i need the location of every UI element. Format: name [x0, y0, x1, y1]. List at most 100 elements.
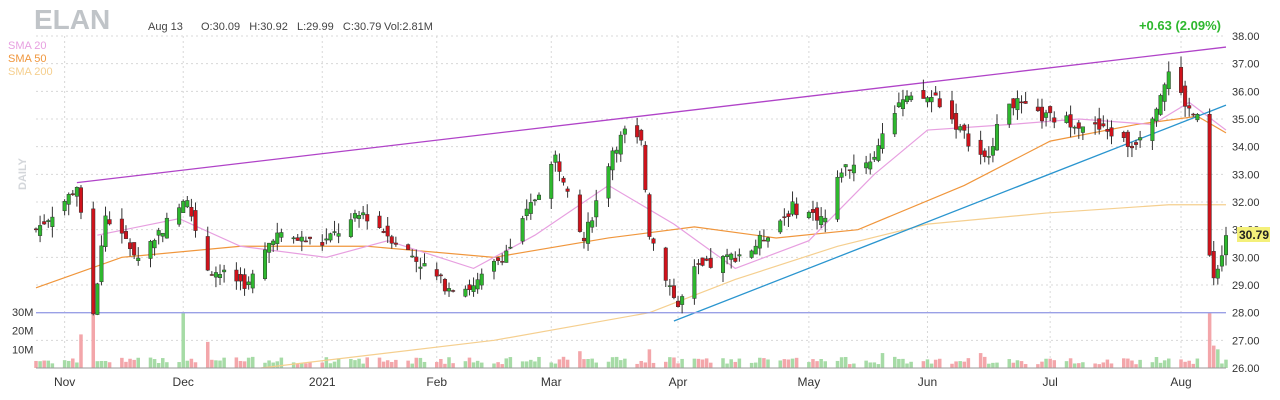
candle-body[interactable] [1162, 84, 1167, 102]
candle-body[interactable] [663, 247, 668, 281]
candle-body[interactable] [577, 194, 582, 232]
candle-body[interactable] [1138, 137, 1143, 141]
candle-body[interactable] [299, 236, 304, 242]
candle-body[interactable] [324, 238, 329, 241]
candle-body[interactable] [966, 133, 971, 147]
candle-body[interactable] [385, 225, 390, 237]
candle-body[interactable] [320, 242, 325, 246]
candle-body[interactable] [618, 134, 623, 155]
candle-body[interactable] [1023, 101, 1028, 104]
candle-body[interactable] [1158, 95, 1163, 115]
candle-body[interactable] [336, 233, 341, 237]
candle-body[interactable] [303, 240, 308, 243]
candle-body[interactable] [1044, 112, 1049, 118]
candle-body[interactable] [107, 219, 112, 225]
candle-body[interactable] [594, 200, 599, 218]
candle-body[interactable] [520, 218, 525, 242]
candle-body[interactable] [1215, 268, 1220, 279]
candle-body[interactable] [1179, 66, 1184, 93]
candle-body[interactable] [892, 113, 897, 135]
candle-body[interactable] [782, 216, 787, 218]
candle-body[interactable] [843, 164, 848, 168]
candle-body[interactable] [700, 257, 705, 266]
candle-body[interactable] [933, 92, 938, 96]
candle-body[interactable] [418, 266, 423, 269]
candle-body[interactable] [909, 95, 914, 101]
candle-body[interactable] [610, 150, 615, 171]
candle-body[interactable] [1166, 71, 1171, 90]
candle-body[interactable] [1011, 98, 1016, 109]
candle-body[interactable] [381, 231, 386, 233]
candle-body[interactable] [1154, 108, 1159, 122]
candle-body[interactable] [1105, 128, 1110, 132]
candle-body[interactable] [590, 220, 595, 228]
candle-body[interactable] [667, 285, 672, 287]
candle-body[interactable] [103, 215, 108, 247]
candle-body[interactable] [438, 274, 443, 277]
candle-body[interactable] [434, 269, 439, 277]
candle-body[interactable] [91, 208, 96, 315]
candle-body[interactable] [639, 129, 644, 141]
candle-body[interactable] [1183, 85, 1188, 107]
candle-body[interactable] [205, 236, 210, 271]
candle-body[interactable] [136, 257, 141, 261]
candle-body[interactable] [790, 201, 795, 215]
candle-body[interactable] [1125, 131, 1130, 147]
candle-body[interactable] [708, 257, 713, 268]
candle-body[interactable] [295, 237, 300, 241]
candle-body[interactable] [994, 124, 1000, 151]
candle-body[interactable] [528, 202, 533, 214]
candle-body[interactable] [925, 97, 930, 103]
candle-body[interactable] [765, 237, 770, 242]
candle-body[interactable] [647, 194, 652, 237]
candle-body[interactable] [1109, 127, 1114, 137]
candle-body[interactable] [132, 242, 137, 256]
candle-body[interactable] [234, 269, 239, 282]
candle-body[interactable] [1039, 106, 1044, 122]
candle-body[interactable] [348, 219, 353, 237]
candle-body[interactable] [1097, 118, 1102, 130]
candle-body[interactable] [635, 125, 640, 138]
candle-body[interactable] [680, 296, 685, 305]
candle-body[interactable] [1121, 132, 1126, 138]
candle-body[interactable] [1019, 101, 1024, 104]
candle-body[interactable] [185, 200, 190, 208]
candle-body[interactable] [152, 240, 157, 249]
candle-body[interactable] [536, 194, 541, 200]
candle-body[interactable] [95, 283, 100, 315]
candle-body[interactable] [467, 284, 472, 290]
candle-body[interactable] [42, 221, 47, 225]
candle-body[interactable] [406, 244, 411, 251]
candle-body[interactable] [70, 193, 75, 195]
candle-body[interactable] [905, 95, 910, 102]
candle-body[interactable] [496, 257, 501, 261]
candle-body[interactable] [1015, 98, 1020, 111]
candle-body[interactable] [328, 233, 333, 241]
candle-body[interactable] [823, 217, 828, 223]
candle-body[interactable] [123, 231, 128, 239]
candle-body[interactable] [156, 230, 161, 236]
candle-body[interactable] [847, 169, 852, 171]
candle-body[interactable] [839, 172, 844, 178]
candle-body[interactable] [721, 256, 726, 273]
candle-body[interactable] [737, 254, 742, 257]
candle-body[interactable] [561, 177, 566, 183]
candle-body[interactable] [725, 254, 730, 258]
candle-body[interactable] [1150, 118, 1155, 141]
candle-body[interactable] [218, 274, 223, 278]
candle-body[interactable] [937, 98, 942, 108]
candle-body[interactable] [954, 113, 959, 130]
candle-body[interactable] [119, 218, 124, 234]
candle-body[interactable] [250, 273, 255, 289]
candle-body[interactable] [622, 128, 627, 135]
candle-body[interactable] [307, 236, 312, 239]
candle-body[interactable] [819, 216, 824, 226]
candle-body[interactable] [66, 194, 71, 205]
candle-body[interactable] [463, 288, 468, 297]
candle-body[interactable] [1076, 122, 1081, 129]
candle-body[interactable] [761, 239, 766, 242]
candle-body[interactable] [978, 139, 983, 155]
candle-body[interactable] [164, 217, 169, 239]
candle-body[interactable] [929, 97, 934, 103]
candle-body[interactable] [896, 102, 901, 107]
